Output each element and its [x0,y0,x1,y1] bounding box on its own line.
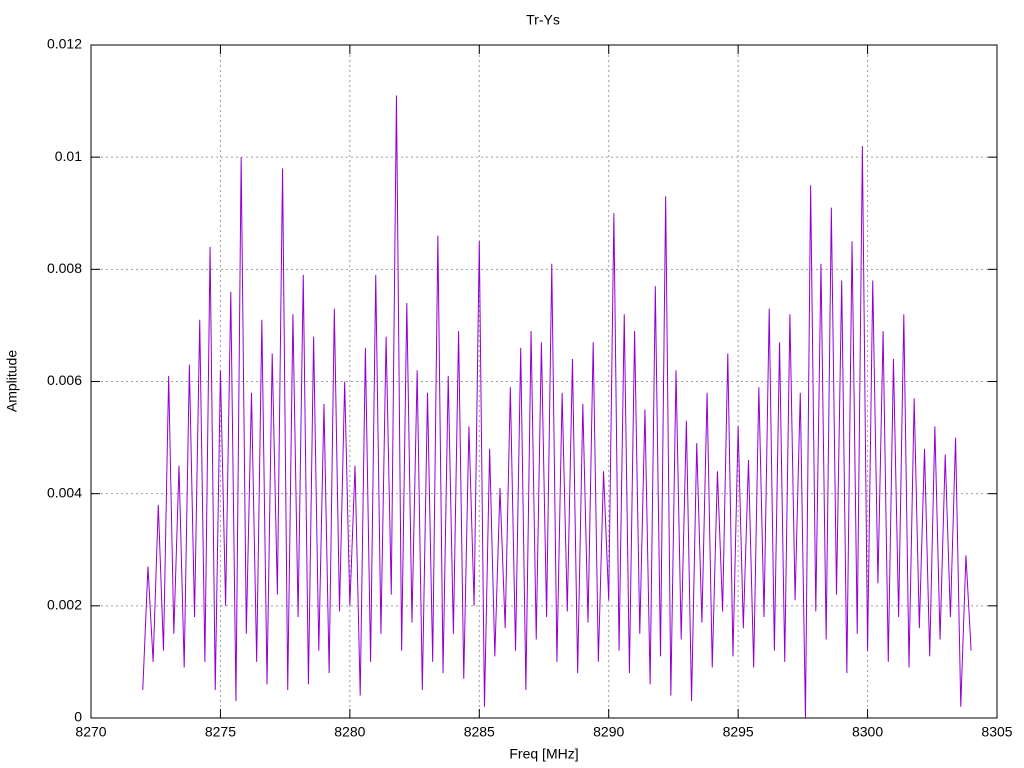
y-tick-label: 0.01 [55,148,82,164]
plot-frame [90,44,998,719]
x-tick-label: 8280 [334,724,365,740]
y-tick-label: 0.004 [47,484,82,500]
y-tick-label: 0.012 [47,36,82,52]
x-tick-label: 8275 [205,724,236,740]
x-tick-label: 8290 [593,724,624,740]
y-tick-label: 0 [74,709,82,725]
x-axis-label: Freq [MHz] [509,746,578,762]
x-tick-label: 8305 [981,724,1012,740]
data-line [142,95,972,719]
chart-title: Tr-Ys [526,12,560,28]
y-axis-label: Amplitude [4,350,20,412]
x-tick-label: 8295 [723,724,754,740]
y-tick-label: 0.006 [47,372,82,388]
x-tick-label: 8270 [75,724,106,740]
y-tick-label: 0.002 [47,597,82,613]
x-tick-label: 8300 [852,724,883,740]
x-tick-label: 8285 [464,724,495,740]
y-tick-label: 0.008 [47,260,82,276]
